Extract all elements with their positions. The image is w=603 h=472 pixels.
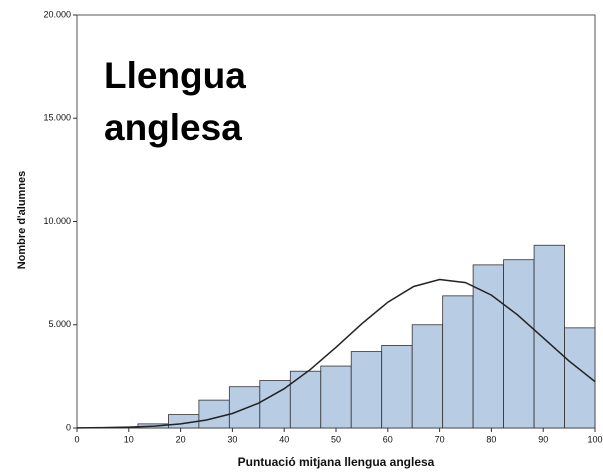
histogram-bar — [411, 324, 444, 429]
chart-title: Llengua anglesa — [104, 55, 246, 148]
x-tick-label: 90 — [538, 434, 548, 444]
normal-curve — [76, 278, 596, 429]
y-tick-label: 0 — [66, 422, 71, 432]
histogram-bar — [442, 295, 474, 429]
histogram-bar — [228, 386, 261, 429]
x-axis-label: Puntuació mitjana llengua anglesa — [238, 455, 435, 469]
x-tick-label: 100 — [587, 434, 602, 444]
x-tick-label: 10 — [124, 434, 134, 444]
histogram-bar — [503, 259, 535, 429]
x-tick-label: 30 — [227, 434, 237, 444]
histogram-bar — [320, 365, 352, 429]
x-tick-label: 40 — [279, 434, 289, 444]
x-tick-label: 70 — [435, 434, 445, 444]
x-tick-label: 80 — [486, 434, 496, 444]
histogram-bar — [198, 399, 230, 429]
x-tick-label: 0 — [74, 434, 79, 444]
x-tick-label: 60 — [383, 434, 393, 444]
histogram-bar — [289, 370, 322, 429]
y-tick-label: 10.000 — [43, 216, 71, 226]
y-tick-label: 5.000 — [48, 319, 71, 329]
y-axis-label: Nombre d'alumnes — [16, 171, 28, 270]
histogram-bar — [472, 264, 504, 429]
histogram-bar — [533, 244, 565, 429]
x-tick-label: 20 — [176, 434, 186, 444]
histogram-bar — [381, 344, 413, 429]
x-tick-label: 50 — [331, 434, 341, 444]
histogram-bar — [350, 351, 383, 429]
y-tick-label: 15.000 — [43, 113, 71, 123]
y-tick-label: 20.000 — [43, 9, 71, 19]
